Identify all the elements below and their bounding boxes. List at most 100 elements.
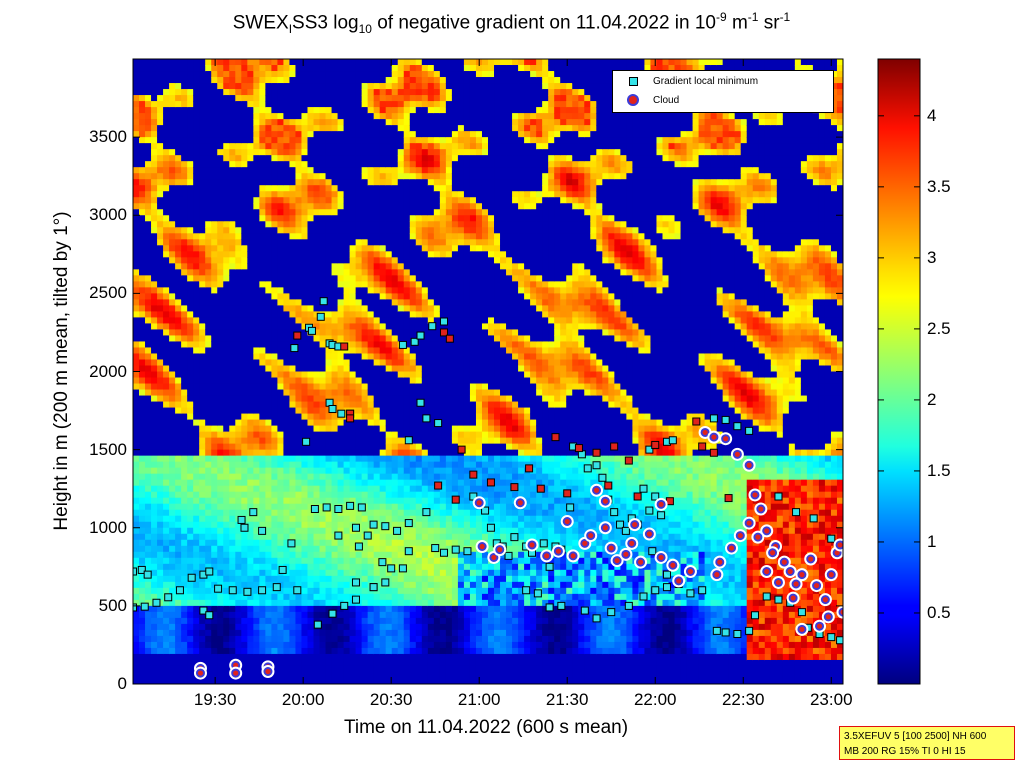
gradient-minimum-marker bbox=[481, 506, 490, 515]
cloud-marker bbox=[734, 451, 740, 457]
cloud-marker bbox=[197, 670, 204, 676]
gradient-minimum-marker bbox=[334, 505, 343, 513]
cloud-marker bbox=[637, 559, 644, 565]
cloud-marker bbox=[840, 609, 843, 615]
circle-marker-icon bbox=[629, 96, 637, 104]
gradient-minimum-marker bbox=[510, 533, 519, 542]
cloud-marker bbox=[497, 547, 503, 553]
gradient-minimum-marker bbox=[328, 405, 337, 413]
cloud-marker bbox=[614, 557, 620, 564]
cloud-marker bbox=[632, 522, 638, 528]
strong-gradient-marker bbox=[604, 481, 613, 490]
cloud-marker bbox=[790, 595, 796, 601]
gradient-minimum-marker bbox=[313, 620, 322, 629]
cloud-marker bbox=[764, 568, 770, 575]
gradient-minimum-marker bbox=[319, 297, 328, 306]
colorbar-tick-label: 1.5 bbox=[927, 460, 951, 480]
gradient-minimum-marker bbox=[398, 564, 407, 573]
gradient-minimum-marker bbox=[337, 409, 346, 418]
cloud-marker-ring bbox=[836, 605, 843, 619]
cloud-marker bbox=[564, 518, 570, 525]
cloud-marker bbox=[570, 553, 576, 559]
y-tick-label: 1000 bbox=[89, 517, 127, 537]
cloud-marker bbox=[658, 501, 664, 507]
x-tick-label: 23:00 bbox=[809, 690, 853, 709]
gradient-minimum-marker bbox=[712, 626, 721, 635]
gradient-minimum-marker bbox=[592, 614, 601, 623]
gradient-minimum-marker bbox=[721, 415, 730, 424]
gradient-minimum-marker bbox=[290, 344, 299, 353]
gradient-minimum-marker bbox=[214, 584, 223, 593]
x-axis-label: Time on 11.04.2022 (600 s mean) bbox=[343, 717, 629, 738]
gradient-minimum-marker bbox=[258, 526, 267, 535]
gradient-minimum-marker bbox=[369, 583, 378, 592]
gradient-minimum-marker bbox=[133, 603, 137, 612]
y-tick-label: 0 bbox=[117, 674, 127, 693]
gradient-minimum-marker bbox=[237, 515, 246, 524]
cloud-marker bbox=[723, 436, 729, 442]
cloud-marker bbox=[711, 434, 717, 440]
gradient-minimum-marker bbox=[428, 322, 437, 331]
cloud-marker bbox=[799, 572, 805, 578]
y-axis-label: Height in m (200 m mean, tilted by 1°) bbox=[51, 211, 72, 531]
gradient-minimum-marker bbox=[416, 331, 425, 340]
marker-layer bbox=[133, 297, 843, 680]
strong-gradient-marker bbox=[651, 440, 660, 449]
strong-gradient-marker bbox=[692, 417, 701, 426]
legend-entry-gradient-minimum: Gradient local minimum bbox=[613, 73, 758, 89]
strong-gradient-marker bbox=[469, 470, 478, 479]
gradient-minimum-marker bbox=[645, 445, 654, 454]
gradient-minimum-marker bbox=[381, 578, 390, 587]
y-tick-label: 2000 bbox=[89, 361, 127, 381]
cloud-marker bbox=[728, 545, 735, 551]
gradient-minimum-marker bbox=[249, 508, 258, 517]
cloud-marker bbox=[479, 543, 485, 550]
gradient-minimum-marker bbox=[750, 611, 759, 620]
x-tick-label: 22:00 bbox=[633, 690, 677, 709]
gradient-minimum-marker bbox=[545, 562, 554, 571]
cloud-marker bbox=[755, 534, 761, 540]
colorbar-tick-label: 3 bbox=[927, 247, 937, 267]
gradient-minimum-marker bbox=[422, 508, 431, 517]
gradient-minimum-marker bbox=[610, 508, 619, 517]
gradient-minimum-marker bbox=[175, 586, 184, 595]
gradient-minimum-marker bbox=[733, 422, 742, 431]
cloud-marker bbox=[787, 568, 793, 575]
gradient-minimum-marker bbox=[836, 636, 843, 645]
square-marker-icon bbox=[628, 76, 638, 86]
strong-gradient-marker bbox=[551, 433, 560, 442]
gradient-minimum-marker bbox=[404, 547, 413, 556]
gradient-minimum-marker bbox=[410, 337, 419, 346]
cloud-marker bbox=[629, 540, 635, 546]
gradient-minimum-marker bbox=[258, 586, 267, 595]
cloud-marker bbox=[781, 559, 787, 565]
gradient-minimum-marker bbox=[698, 586, 707, 595]
legend-label: Cloud bbox=[653, 94, 680, 106]
info-line-2: MB 200 RG 15% TI 0 HI 15 bbox=[844, 746, 966, 757]
heatmap-background bbox=[133, 59, 843, 684]
strong-gradient-marker bbox=[486, 478, 495, 487]
gradient-minimum-marker bbox=[378, 558, 387, 567]
gradient-minimum-marker bbox=[328, 609, 337, 618]
gradient-minimum-marker bbox=[287, 539, 296, 548]
cloud-marker bbox=[265, 668, 271, 675]
gradient-minimum-marker bbox=[363, 531, 372, 540]
strong-gradient-marker bbox=[592, 448, 601, 457]
gradient-minimum-marker bbox=[745, 426, 754, 435]
gradient-minimum-marker bbox=[387, 564, 396, 573]
gradient-minimum-marker bbox=[463, 547, 472, 556]
strong-gradient-marker bbox=[340, 342, 349, 351]
y-tick-label: 500 bbox=[98, 595, 127, 615]
gradient-minimum-marker bbox=[272, 583, 281, 592]
x-tick-label: 19:30 bbox=[193, 690, 237, 709]
x-tick-label: 20:30 bbox=[369, 690, 413, 709]
cloud-marker bbox=[746, 462, 752, 468]
cloud-marker bbox=[825, 614, 831, 620]
y-tick-label: 1500 bbox=[89, 439, 127, 459]
cloud-marker bbox=[702, 429, 708, 436]
legend: Gradient local minimum Cloud bbox=[612, 70, 834, 113]
strong-gradient-marker bbox=[457, 445, 466, 454]
gradient-minimum-marker bbox=[709, 414, 718, 423]
parameter-info-box: 3.5XEFUV 5 [100 2500] NH 600 MB 200 RG 1… bbox=[839, 726, 1015, 760]
gradient-minimum-marker bbox=[398, 340, 407, 349]
